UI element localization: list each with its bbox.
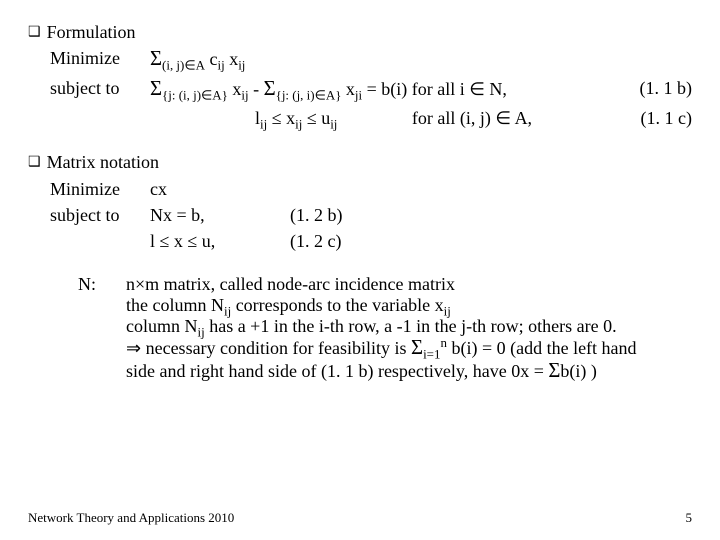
eqnum-1-1b: (1. 1 b): [632, 76, 692, 100]
n-line3: column Nij has a +1 in the i-th row, a -…: [126, 316, 692, 337]
matrix-cons1-row: subject to Nx = b, (1. 2 b): [50, 203, 692, 227]
matrix-cons2: l ≤ x ≤ u,: [150, 229, 290, 253]
bounds-row: lij ≤ xij ≤ uij for all (i, j) ∈ A, (1. …: [50, 106, 692, 130]
n-line2: the column Nij corresponds to the variab…: [126, 295, 692, 316]
formulation-heading: ❑ Formulation: [28, 20, 692, 44]
n-line5: side and right hand side of (1. 1 b) res…: [126, 360, 692, 383]
flow-conservation-row: subject to Σ{j: (i, j)∈A} xij - Σ{j: (j,…: [50, 76, 692, 104]
section1-title: Formulation: [47, 20, 136, 44]
n-desc-row4: ⇒ necessary condition for feasibility is…: [78, 337, 692, 360]
section2-title: Matrix notation: [47, 150, 159, 174]
n-desc-row5: side and right hand side of (1. 1 b) res…: [78, 360, 692, 383]
matrix-obj-row: Minimize cx: [50, 177, 692, 201]
subjectto-label-2: subject to: [50, 203, 150, 227]
objective-expr: Σ(i, j)∈A cij xij: [150, 46, 692, 74]
eqnum-1-2b: (1. 2 b): [290, 203, 692, 227]
flowcons-expr: Σ{j: (i, j)∈A} xij - Σ{j: (j, i)∈A} xji …: [150, 76, 632, 104]
matrix-cons2-row: l ≤ x ≤ u, (1. 2 c): [50, 229, 692, 253]
minimize-label: Minimize: [50, 46, 150, 70]
matrix-heading: ❑ Matrix notation: [28, 150, 692, 174]
bounds-expr: lij ≤ xij ≤ uij for all (i, j) ∈ A,: [150, 106, 632, 130]
bullet-icon: ❑: [28, 152, 41, 171]
matrix-cons1: Nx = b,: [150, 203, 290, 227]
n-desc-row2: the column Nij corresponds to the variab…: [78, 295, 692, 316]
eqnum-1-2c: (1. 2 c): [290, 229, 692, 253]
objective-row: Minimize Σ(i, j)∈A cij xij: [50, 46, 692, 74]
n-line1: n×m matrix, called node-arc incidence ma…: [126, 274, 692, 295]
eqnum-1-1c: (1. 1 c): [632, 106, 692, 130]
footer-text: Network Theory and Applications 2010: [28, 510, 234, 526]
n-line4: ⇒ necessary condition for feasibility is…: [126, 337, 692, 360]
page-number: 5: [686, 510, 693, 526]
bullet-icon: ❑: [28, 22, 41, 41]
n-desc-row3: column Nij has a +1 in the i-th row, a -…: [78, 316, 692, 337]
footer: Network Theory and Applications 2010 5: [28, 510, 692, 526]
n-label: N:: [78, 274, 126, 295]
matrix-obj: cx: [150, 177, 692, 201]
subjectto-label: subject to: [50, 76, 150, 100]
minimize-label-2: Minimize: [50, 177, 150, 201]
n-desc-row1: N: n×m matrix, called node-arc incidence…: [78, 274, 692, 295]
